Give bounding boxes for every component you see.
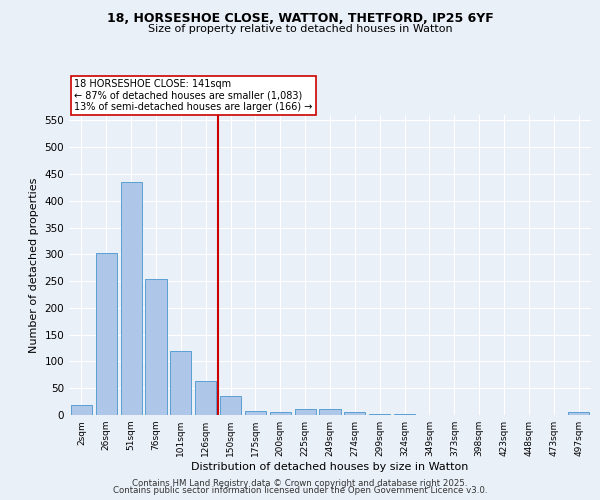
Bar: [195, 380, 216, 415]
Text: Contains public sector information licensed under the Open Government Licence v3: Contains public sector information licen…: [113, 486, 487, 495]
Bar: [319, 409, 341, 415]
Bar: [71, 406, 92, 415]
Y-axis label: Number of detached properties: Number of detached properties: [29, 178, 39, 352]
Text: 18, HORSESHOE CLOSE, WATTON, THETFORD, IP25 6YF: 18, HORSESHOE CLOSE, WATTON, THETFORD, I…: [107, 12, 493, 26]
Bar: [121, 182, 142, 415]
Bar: [295, 409, 316, 415]
Bar: [369, 414, 390, 415]
Bar: [170, 351, 191, 415]
Bar: [568, 412, 589, 415]
Text: Contains HM Land Registry data © Crown copyright and database right 2025.: Contains HM Land Registry data © Crown c…: [132, 478, 468, 488]
Bar: [344, 412, 365, 415]
Bar: [145, 279, 167, 415]
Bar: [245, 411, 266, 415]
Text: 18 HORSESHOE CLOSE: 141sqm
← 87% of detached houses are smaller (1,083)
13% of s: 18 HORSESHOE CLOSE: 141sqm ← 87% of deta…: [74, 79, 313, 112]
Bar: [96, 253, 117, 415]
Bar: [394, 414, 415, 415]
Text: Size of property relative to detached houses in Watton: Size of property relative to detached ho…: [148, 24, 452, 34]
X-axis label: Distribution of detached houses by size in Watton: Distribution of detached houses by size …: [191, 462, 469, 472]
Bar: [270, 412, 291, 415]
Bar: [220, 396, 241, 415]
